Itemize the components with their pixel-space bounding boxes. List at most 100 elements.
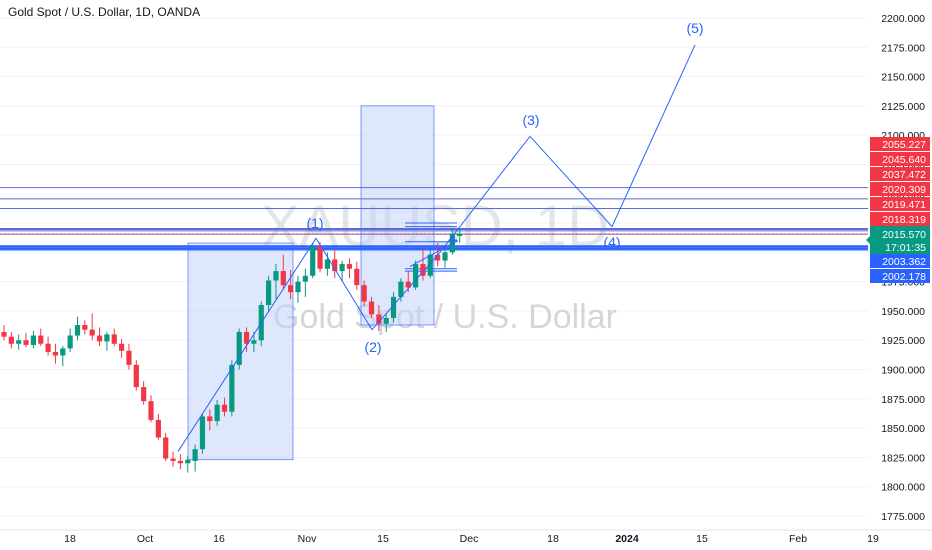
price-tag-label: 2002.178 (882, 271, 926, 283)
current-price-tag (870, 226, 930, 254)
candle-body (332, 259, 338, 272)
candle-body (310, 246, 316, 276)
candle-body (207, 416, 213, 422)
time-tick-label: 18 (547, 533, 559, 545)
candle-body (119, 343, 125, 351)
candle-body (236, 332, 242, 365)
current-price-label: 2015.570 (882, 229, 926, 241)
candle-body (126, 350, 132, 365)
price-tick-label: 1825.000 (881, 452, 925, 464)
candle-body (163, 437, 169, 459)
wave-path (177, 44, 696, 452)
price-tick-label: 2150.000 (881, 72, 925, 84)
trend-line (409, 240, 459, 267)
price-tag (870, 254, 930, 268)
price-tag (870, 182, 930, 196)
time-tick-label: 16 (213, 533, 225, 545)
candle-body (96, 335, 103, 342)
candle-body (170, 458, 176, 461)
candle-body (427, 254, 433, 276)
candle-body (229, 364, 235, 412)
candle-body (199, 416, 206, 450)
candle-body (104, 334, 110, 342)
candle-body (243, 332, 250, 344)
candle-body (74, 325, 81, 336)
time-tick-label: 15 (696, 533, 708, 545)
price-tag (870, 167, 930, 181)
price-tag-label: 2003.362 (882, 256, 926, 268)
price-tag-label: 2019.471 (882, 199, 926, 211)
elliott-wave-projection: (1) (2) (3) (4) (5) ✛ (177, 20, 704, 452)
candle-body (23, 340, 29, 345)
price-tag-label: 2018.319 (882, 214, 926, 226)
price-tag (870, 269, 930, 283)
wave-label: (4) (603, 234, 620, 250)
candle-body (45, 343, 51, 352)
candle-body (449, 233, 455, 253)
candle-body (185, 459, 191, 464)
candle-body (52, 351, 59, 356)
price-tick-label: 1900.000 (881, 365, 925, 377)
price-tag-label: 2020.309 (882, 184, 926, 196)
price-tick-label: 1875.000 (881, 394, 925, 406)
candle-body (16, 340, 22, 344)
candle-body (60, 348, 66, 356)
candle-body (221, 404, 228, 412)
candle-body (324, 259, 330, 269)
candle-body (273, 271, 279, 281)
price-tag (870, 212, 930, 226)
price-tag-label: 2037.472 (882, 169, 926, 181)
candle-body (38, 335, 44, 344)
time-tick-label: Feb (789, 533, 807, 545)
price-tick-label: 2175.000 (881, 42, 925, 54)
price-tick-label: 1950.000 (881, 306, 925, 318)
horizontal-levels (0, 187, 868, 272)
candle-body (361, 285, 367, 302)
crosshair-icon: ✛ (448, 234, 458, 248)
candle-body (346, 264, 353, 269)
candle-body (266, 280, 272, 306)
candle-body (457, 233, 463, 236)
candle-body (288, 285, 294, 293)
chart-title: Gold Spot / U.S. Dollar, 1D, OANDA (8, 5, 201, 19)
range-box-2 (360, 105, 435, 326)
price-tag (870, 137, 930, 151)
time-tick-label: 18 (64, 533, 76, 545)
time-tick-label: Dec (460, 533, 479, 545)
candle-body (1, 332, 7, 337)
time-tick-label: 19 (867, 533, 879, 545)
candle-body (82, 325, 88, 330)
candle-body (295, 281, 301, 293)
watermark-description: Gold Spot / U.S. Dollar (273, 298, 617, 336)
candle-body (339, 264, 345, 272)
time-tick-label: 2024 (615, 533, 639, 545)
wave-label: (2) (364, 339, 381, 355)
candle-body (141, 387, 147, 402)
candle-body (111, 334, 117, 344)
time-tick-label: Oct (137, 533, 153, 545)
candle-body (67, 335, 73, 349)
candle-body (148, 401, 154, 420)
price-tick-label: 2125.000 (881, 101, 925, 113)
price-tick-label: 1800.000 (881, 482, 925, 494)
candle-body (302, 275, 308, 282)
candle-body (30, 335, 36, 345)
price-tag (870, 152, 930, 166)
candle-body (192, 449, 198, 461)
candle-body (442, 252, 448, 261)
wave-label: (3) (522, 112, 539, 128)
time-tick-label: Nov (298, 533, 317, 545)
candle-body (376, 314, 382, 324)
wave-label: (1) (306, 215, 323, 231)
current-price-marker (866, 236, 870, 244)
candle-body (383, 317, 389, 324)
price-tick-label: 1775.000 (881, 511, 925, 523)
price-tag-label: 2045.640 (882, 154, 926, 166)
price-tick-label: 2200.000 (881, 13, 925, 25)
price-tick-label: 1850.000 (881, 423, 925, 435)
price-tick-label: 1925.000 (881, 335, 925, 347)
candle-body (89, 329, 95, 336)
candle-body (280, 271, 286, 286)
